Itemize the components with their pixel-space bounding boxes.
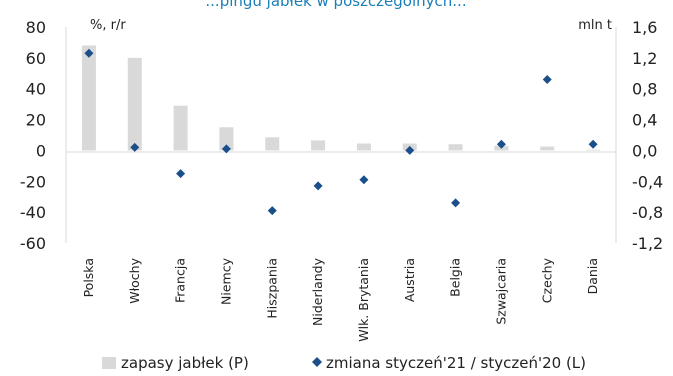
bars-series: [81, 45, 601, 151]
category-label: Niemcy: [218, 257, 233, 305]
left-axis-label: %, r/r: [90, 18, 126, 33]
right-tick-label: 0,0: [632, 141, 657, 160]
legend-swatch-points: [312, 357, 322, 367]
right-axis-ticks: 1,6 1,2 0,8 0,4 0,0 -0,4 -0,8 -1,2: [632, 18, 663, 253]
point-1: [84, 48, 94, 58]
points-series: [84, 48, 598, 216]
right-tick-label: -0,4: [632, 172, 663, 191]
point-6: [313, 181, 323, 191]
legend-label-points: zmiana styczeń'21 / styczeń'20 (L): [326, 354, 586, 372]
legend: zapasy jabłek (P) zmiana styczeń'21 / st…: [102, 354, 586, 372]
left-tick-label: 80: [26, 18, 46, 37]
category-labels: Polska Włochy Francja Niemcy Hiszpania Niderl…: [81, 257, 600, 341]
bar-5: [265, 137, 280, 151]
bar-7: [356, 143, 371, 151]
category-label: Dania: [585, 258, 600, 294]
point-11: [542, 74, 552, 84]
point-2: [130, 142, 140, 152]
category-label: Szwajcaria: [493, 258, 508, 325]
category-label: Francja: [173, 258, 188, 303]
point-4: [221, 144, 231, 154]
left-tick-label: 20: [26, 111, 46, 130]
bar-12: [586, 149, 601, 151]
category-label: Belgia: [448, 258, 463, 297]
left-axis-ticks: 80 60 40 20 0 -20 -40 -60: [20, 18, 46, 253]
category-label: Czechy: [539, 257, 554, 303]
legend-label-bars: zapasy jabłek (P): [121, 354, 249, 372]
left-tick-label: 60: [26, 49, 46, 68]
left-tick-label: -40: [20, 203, 46, 222]
point-10: [496, 139, 506, 149]
bar-1: [81, 45, 96, 151]
bar-11: [540, 146, 555, 151]
category-label: Hiszpania: [264, 258, 279, 319]
point-8: [405, 145, 415, 155]
category-label: Polska: [81, 258, 96, 297]
right-tick-label: 1,2: [632, 49, 657, 68]
legend-swatch-bars: [102, 357, 116, 369]
chart-title: ...pingu jabłek w poszczególnych...: [205, 0, 466, 10]
category-label: Włochy: [127, 257, 142, 303]
bar-4: [219, 127, 234, 151]
right-axis-label: mln t: [578, 18, 612, 33]
bar-2: [127, 57, 142, 151]
point-3: [176, 169, 186, 179]
bar-3: [173, 105, 188, 151]
category-label: Niderlandy: [310, 257, 325, 326]
right-tick-label: -1,2: [632, 234, 663, 253]
point-7: [359, 175, 369, 185]
left-tick-label: -20: [20, 172, 46, 191]
left-tick-label: -60: [20, 234, 46, 253]
category-label: Wlk. Brytania: [356, 258, 371, 342]
left-tick-label: 0: [36, 141, 46, 160]
left-tick-label: 40: [26, 80, 46, 99]
right-tick-label: -0,8: [632, 203, 663, 222]
bar-9: [448, 144, 463, 151]
category-label: Austria: [402, 258, 417, 302]
point-12: [588, 139, 598, 149]
point-5: [267, 206, 277, 216]
right-tick-label: 0,8: [632, 80, 657, 99]
bar-6: [311, 140, 326, 151]
right-tick-label: 1,6: [632, 18, 657, 37]
right-tick-label: 0,4: [632, 111, 657, 130]
point-9: [451, 198, 461, 208]
